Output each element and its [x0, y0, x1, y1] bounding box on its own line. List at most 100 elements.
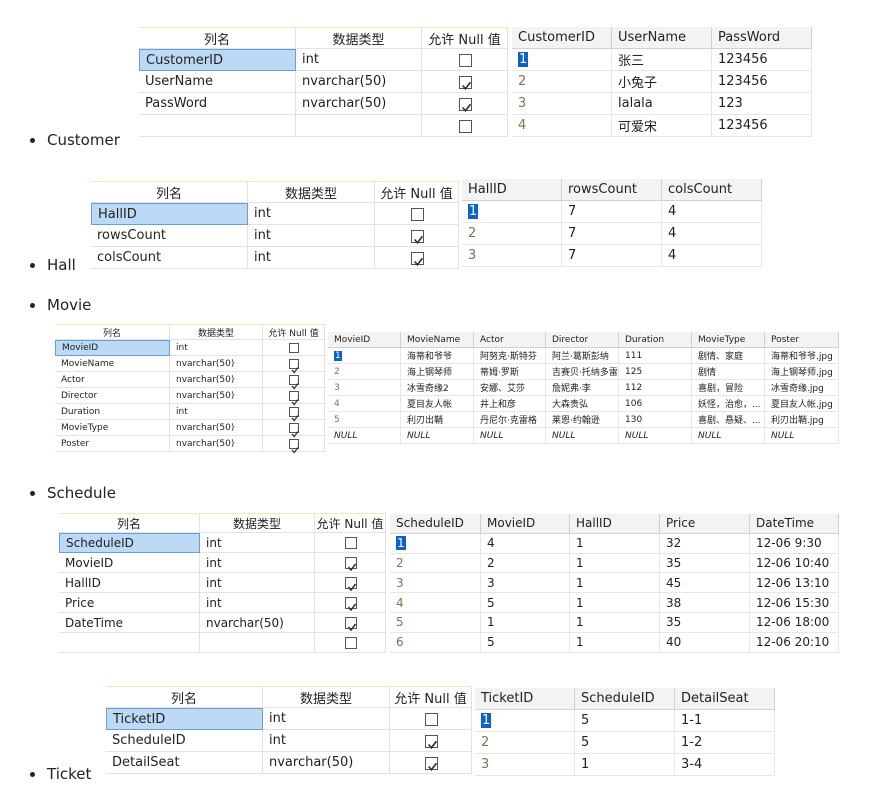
allow-null-checkbox	[344, 537, 357, 549]
allow-null-checkbox	[344, 577, 357, 592]
schema-header: 允许 Null 值	[263, 324, 325, 340]
column-name: CustomerID	[139, 49, 296, 71]
grid-header: CustomerID	[512, 27, 612, 49]
data-type: int	[200, 553, 315, 573]
schema-header: 数据类型	[263, 686, 390, 708]
grid-cell: 井上和彦	[474, 396, 546, 412]
grid-header: TicketID	[475, 688, 575, 710]
selected-value: 1	[518, 52, 529, 67]
column-name: Price	[59, 593, 200, 613]
allow-null-checkbox	[344, 557, 357, 572]
allow-null-checkbox	[410, 207, 424, 221]
allow-null-checkbox	[289, 407, 299, 422]
null-cell	[422, 49, 508, 71]
grid-header: colsCount	[662, 179, 762, 201]
allow-null-checkbox	[410, 251, 424, 266]
selected-value: 1	[396, 536, 406, 551]
null-cell	[375, 225, 459, 247]
grid-cell: 35	[660, 553, 750, 574]
column-name: rowsCount	[91, 225, 248, 247]
grid-cell: 5	[328, 412, 401, 428]
grid-cell: 1	[462, 201, 562, 223]
grid-cell: 1	[570, 632, 660, 653]
grid-cell: NULL	[619, 428, 692, 444]
column-name: Duration	[55, 404, 170, 420]
grid-cell: 123	[712, 93, 812, 115]
schema-header: 允许 Null 值	[390, 686, 472, 708]
column-name	[59, 633, 200, 653]
grid-cell: 1	[390, 533, 481, 554]
grid-cell: 2	[481, 553, 570, 574]
grid-cell: 吉赛贝·托纳多雷	[546, 364, 619, 380]
grid-header: MovieID	[481, 514, 570, 534]
grid-cell: 2	[512, 71, 612, 93]
grid-cell: 12-06 15:30	[750, 593, 839, 613]
section-label: Customer	[30, 131, 120, 149]
grid-cell: 利刃出鞘	[401, 412, 474, 428]
column-name: HallID	[59, 573, 200, 593]
schema-header: 允许 Null 值	[375, 181, 459, 203]
data-type: int	[200, 573, 315, 593]
grid-cell: 大森贵弘	[546, 396, 619, 412]
schema-header: 列名	[106, 686, 263, 708]
column-name: ScheduleID	[106, 730, 263, 752]
column-name: Director	[55, 388, 170, 404]
grid-cell: 可爱宋	[612, 115, 712, 137]
selected-value: 1	[334, 350, 342, 361]
section-label: Movie	[29, 296, 92, 314]
grid-cell: 冰雪奇缘2	[401, 380, 474, 396]
null-cell	[422, 115, 508, 137]
grid-cell: 125	[619, 364, 692, 380]
grid-cell: 3	[390, 573, 481, 594]
allow-null-checkbox	[458, 119, 472, 133]
allow-null-checkbox	[424, 756, 438, 771]
grid-cell: 2	[475, 732, 575, 754]
data-type: int	[200, 593, 315, 613]
column-name: ScheduleID	[59, 533, 200, 553]
grid-cell: 海上钢琴师.jpg	[765, 364, 839, 380]
allow-null-checkbox	[289, 375, 299, 390]
grid-cell: 12-06 20:10	[750, 632, 839, 653]
grid-cell: 莱恩·约翰逊	[546, 412, 619, 428]
grid-cell: 阿努克·斯特芬	[474, 348, 546, 364]
section-label: Hall	[30, 256, 76, 274]
data-type: nvarchar(50)	[170, 420, 263, 436]
data-type: int	[296, 49, 422, 71]
grid-cell: 2	[390, 553, 481, 574]
null-cell	[315, 633, 386, 653]
column-name: MovieType	[55, 420, 170, 436]
grid-cell: 4	[328, 396, 401, 412]
grid-cell: 32	[660, 533, 750, 554]
grid-header: Duration	[619, 332, 692, 348]
grid-cell: 4	[662, 245, 762, 267]
grid-cell: 130	[619, 412, 692, 428]
column-name: MovieName	[55, 356, 170, 372]
grid-header: Actor	[474, 332, 546, 348]
grid-cell: NULL	[692, 428, 765, 444]
grid-cell: 4	[662, 201, 762, 223]
allow-null-checkbox	[410, 229, 424, 244]
grid-cell: NULL	[401, 428, 474, 444]
null-cell	[390, 730, 472, 752]
grid-header: Director	[546, 332, 619, 348]
selected-value: 1	[481, 713, 492, 728]
null-cell	[315, 573, 386, 593]
grid-cell: 3	[481, 573, 570, 594]
grid-cell: 3	[462, 245, 562, 267]
null-cell	[422, 71, 508, 93]
grid-header: DateTime	[750, 514, 839, 534]
grid-cell: 剧情	[692, 364, 765, 380]
grid-cell: 2	[328, 364, 401, 380]
column-name: MovieID	[59, 553, 200, 573]
grid-cell: 喜剧，冒险	[692, 380, 765, 396]
allow-null-checkbox	[344, 617, 357, 632]
grid-cell: 1	[570, 593, 660, 613]
grid-cell: 丹尼尔·克雷格	[474, 412, 546, 428]
data-type: int	[248, 225, 375, 247]
grid-cell: 1	[475, 710, 575, 732]
grid-cell: NULL	[765, 428, 839, 444]
schema-header: 数据类型	[200, 513, 315, 533]
allow-null-checkbox	[289, 359, 299, 374]
data-type: int	[170, 340, 263, 356]
